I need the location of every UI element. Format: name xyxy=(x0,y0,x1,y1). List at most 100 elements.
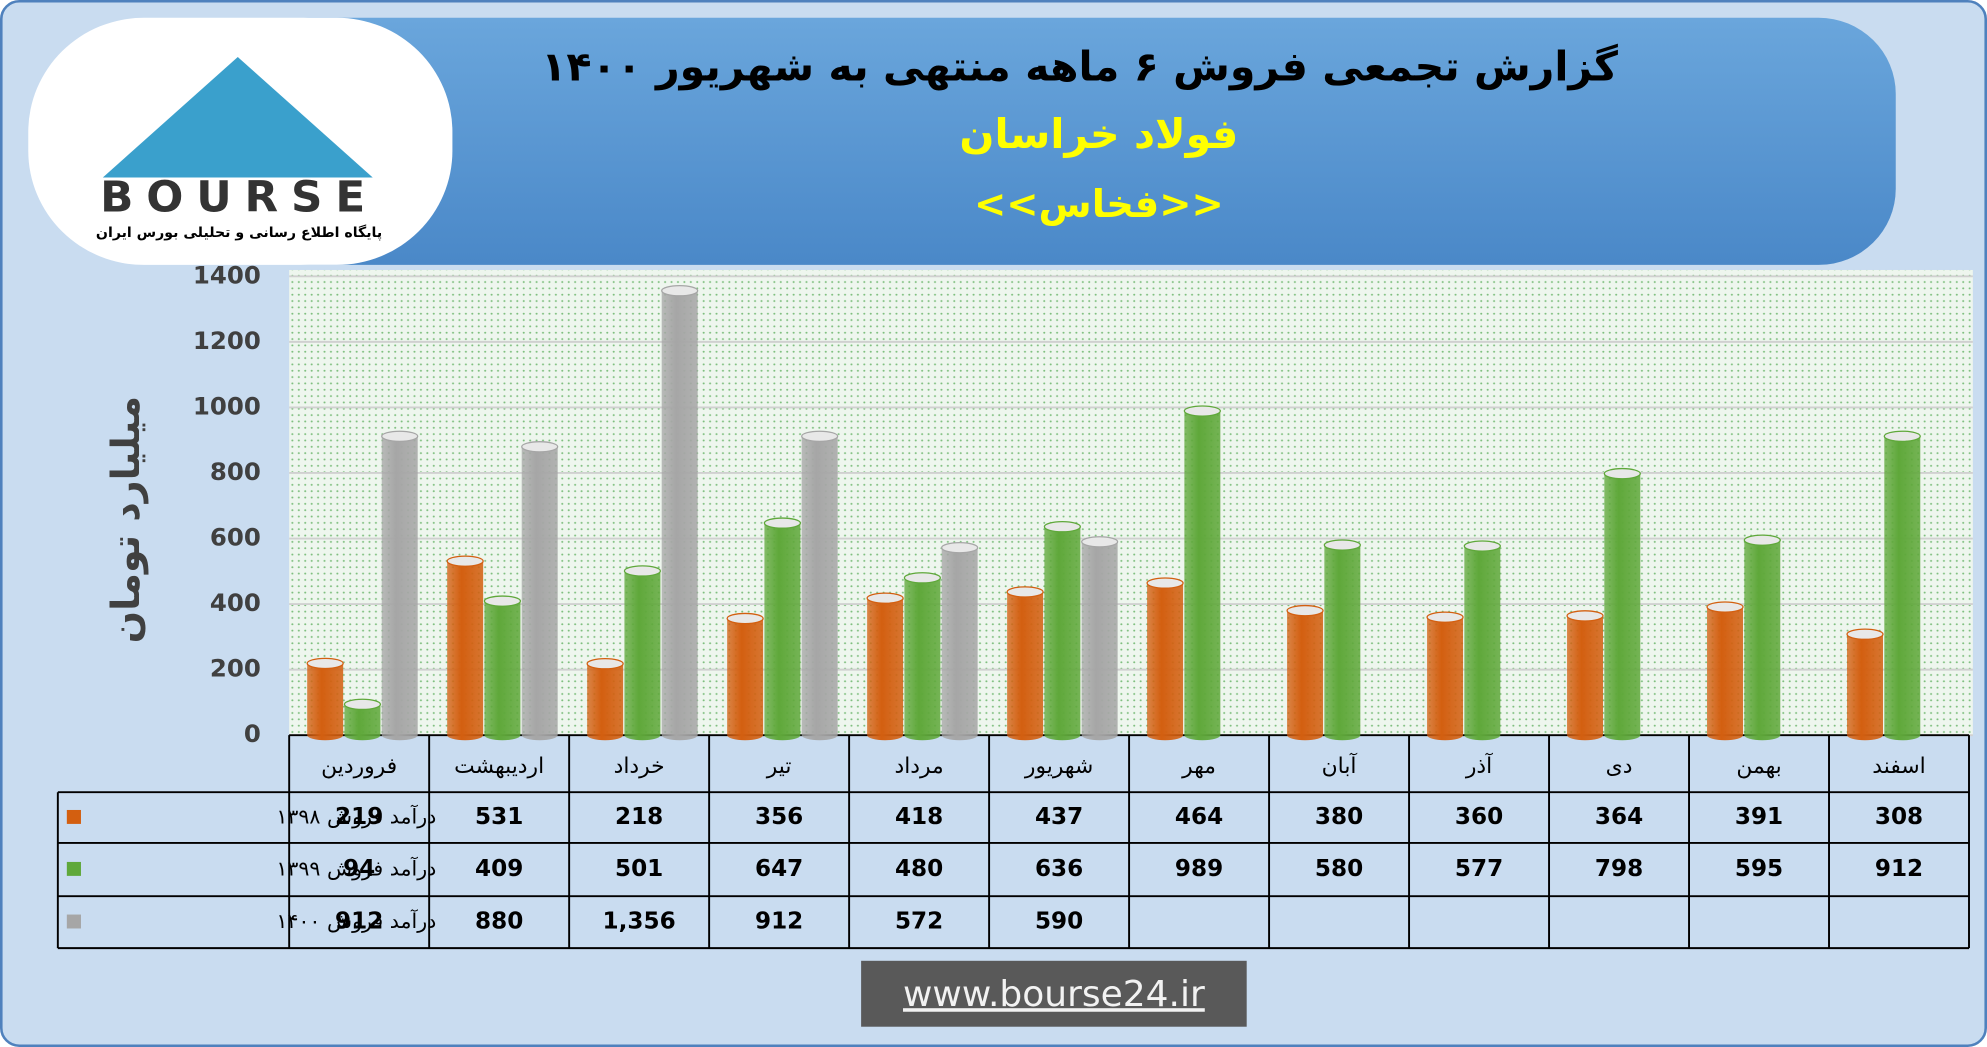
bar-top xyxy=(1463,540,1501,552)
data-label: 880 xyxy=(475,909,523,935)
bar-top xyxy=(1743,534,1781,546)
bar-top xyxy=(1146,577,1184,589)
bar-top xyxy=(1043,521,1082,533)
bar xyxy=(764,518,801,741)
data-label: 219 xyxy=(335,804,383,830)
x-tick-label: اسفند xyxy=(1872,754,1925,779)
bar-top xyxy=(661,285,699,297)
x-tick-label: بهمن xyxy=(1736,754,1781,779)
bar xyxy=(1324,540,1361,741)
footer-url[interactable]: www.bourse24.ir xyxy=(903,974,1205,1015)
bar xyxy=(661,285,698,741)
bar xyxy=(624,565,661,741)
bar xyxy=(447,556,484,741)
bar-top xyxy=(763,517,802,529)
y-tick-label: 600 xyxy=(210,523,261,552)
bar-top xyxy=(1426,611,1464,623)
y-tick-label: 400 xyxy=(210,588,261,617)
y-tick-label: 0 xyxy=(244,719,261,748)
x-tick-label: تیر xyxy=(766,754,792,779)
data-label: 418 xyxy=(895,804,943,830)
bar xyxy=(1604,468,1641,741)
data-label: 94 xyxy=(343,856,375,882)
bar-top xyxy=(903,572,942,584)
bar-top xyxy=(1883,430,1921,442)
bar xyxy=(941,542,978,741)
bar-top xyxy=(1706,601,1744,613)
bar xyxy=(381,431,418,741)
data-label: 798 xyxy=(1595,856,1643,882)
bar xyxy=(1464,540,1501,741)
y-tick-label: 800 xyxy=(210,457,261,486)
data-label: 480 xyxy=(895,856,943,882)
bar xyxy=(1147,578,1184,741)
data-label: 1,356 xyxy=(603,909,676,935)
bar xyxy=(1007,586,1044,741)
x-tick-label: آبان xyxy=(1322,752,1358,779)
bar-top xyxy=(941,542,979,554)
symbol: <<فخاس>> xyxy=(974,182,1224,227)
x-tick-label: آذر xyxy=(1465,752,1493,779)
bar-top xyxy=(343,698,382,711)
bar-top xyxy=(521,441,559,453)
x-tick-label: مرداد xyxy=(894,754,943,779)
bar-top xyxy=(1846,628,1884,640)
data-label: 912 xyxy=(1875,856,1923,882)
bar-top xyxy=(1286,604,1324,617)
data-label: 360 xyxy=(1455,804,1503,830)
bar xyxy=(1044,521,1081,741)
data-label: 464 xyxy=(1175,804,1223,830)
data-label: 595 xyxy=(1735,856,1783,882)
bar xyxy=(1287,605,1324,741)
x-tick-label: فروردین xyxy=(321,754,397,779)
bar-top xyxy=(1081,536,1119,548)
legend-label: درآمد فروش ۱۳۹۸ xyxy=(276,804,436,829)
bar xyxy=(1184,405,1221,741)
bar-top xyxy=(726,612,764,625)
footer-bg xyxy=(861,960,1247,1027)
data-label: 308 xyxy=(1875,804,1923,830)
bar xyxy=(1884,431,1921,741)
x-tick-label: خرداد xyxy=(614,754,665,779)
bar-top xyxy=(306,657,344,670)
chart-subtitle: فولاد خراسان xyxy=(959,110,1238,158)
x-tick-label: اردیبهشت xyxy=(454,754,544,779)
bar xyxy=(1567,610,1604,741)
data-label: 218 xyxy=(615,804,663,830)
bar-top xyxy=(1603,467,1641,480)
bar-top xyxy=(1323,539,1361,551)
data-label: 380 xyxy=(1315,804,1363,830)
plot-area xyxy=(289,269,1973,736)
bar-top xyxy=(1183,405,1221,417)
logo-text: BOURSE xyxy=(100,173,378,223)
data-label: 580 xyxy=(1315,856,1363,882)
y-axis-label: میلیارد تومان xyxy=(104,396,149,643)
data-label: 912 xyxy=(335,909,383,935)
data-label: 989 xyxy=(1175,856,1223,882)
bar xyxy=(904,572,941,741)
data-label: 572 xyxy=(895,909,943,935)
banner xyxy=(231,17,1896,265)
bar xyxy=(801,431,838,741)
y-tick-label: 1400 xyxy=(193,260,261,289)
data-label: 531 xyxy=(475,804,523,830)
data-label: 437 xyxy=(1035,804,1083,830)
y-tick-label: 1000 xyxy=(193,392,261,421)
bar-top xyxy=(1006,586,1044,598)
x-tick-label: مهر xyxy=(1181,754,1216,779)
bar xyxy=(521,441,558,741)
data-label: 501 xyxy=(615,856,663,882)
bar xyxy=(484,596,521,741)
logo-mark xyxy=(102,57,373,178)
bar-top xyxy=(586,658,624,670)
data-label: 356 xyxy=(755,804,803,830)
bar xyxy=(1707,601,1744,741)
bar-top xyxy=(801,430,839,442)
x-tick-label: دی xyxy=(1606,754,1633,779)
bar xyxy=(1081,536,1118,741)
bar xyxy=(727,613,764,741)
y-tick-label: 200 xyxy=(210,654,261,683)
data-label: 364 xyxy=(1595,804,1643,830)
data-label: 590 xyxy=(1035,909,1083,935)
